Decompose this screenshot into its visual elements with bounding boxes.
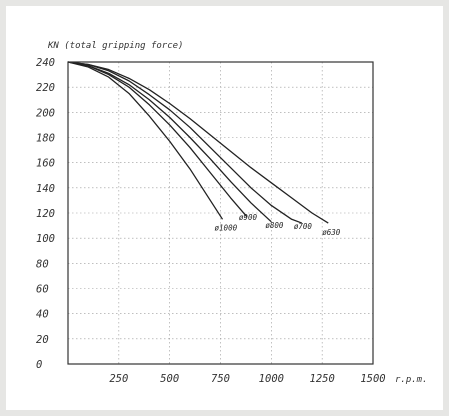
y-tick-label: 200 xyxy=(36,107,55,119)
y-tick-label: 120 xyxy=(36,208,55,220)
series-line xyxy=(67,61,303,224)
plot-frame xyxy=(67,61,374,365)
y-tick-label: 100 xyxy=(36,233,55,245)
grid xyxy=(68,61,374,365)
x-tick-label: 500 xyxy=(160,373,179,385)
y-tick-label: 20 xyxy=(36,334,49,346)
series-label: ø700 xyxy=(294,222,313,231)
series-label: ø900 xyxy=(239,213,258,222)
x-tick-label: 1250 xyxy=(310,373,335,385)
gripping-force-chart: 0 20 40 60 80 100 120 140 160 180 200 220 240 250 500… xyxy=(36,41,428,385)
series-label: ø1000 xyxy=(215,223,238,232)
series-line xyxy=(67,61,329,224)
y-tick-label: 160 xyxy=(36,158,55,170)
series-line xyxy=(67,61,272,223)
series-label: ø630 xyxy=(322,228,341,237)
y-tick-label: 80 xyxy=(36,258,49,270)
x-tick-label: 1000 xyxy=(259,373,284,385)
y-tick-label: 0 xyxy=(36,359,42,371)
y-tick-label: 240 xyxy=(36,57,55,69)
y-tick-label: 180 xyxy=(36,133,55,145)
y-tick-label: 220 xyxy=(36,82,55,94)
series-line xyxy=(67,61,224,220)
y-axis-label: KN (total gripping force) xyxy=(47,41,183,51)
curves xyxy=(67,61,329,224)
y-tick-label: 40 xyxy=(36,309,49,321)
y-tick-label: 60 xyxy=(36,284,49,296)
series-line xyxy=(67,61,248,218)
series-label: ø800 xyxy=(265,221,284,230)
y-axis-ticks: 0 20 40 60 80 100 120 140 160 180 200 220 240 xyxy=(36,57,55,371)
chart-panel: 0 20 40 60 80 100 120 140 160 180 200 220 240 250 500… xyxy=(6,6,443,410)
x-tick-label: 1500 xyxy=(360,373,385,385)
y-tick-label: 140 xyxy=(36,183,55,195)
x-axis-ticks: 250 500 750 1000 1250 1500 xyxy=(109,373,385,385)
x-tick-label: 250 xyxy=(109,373,128,385)
x-axis-label: r.p.m. xyxy=(395,375,428,385)
x-tick-label: 750 xyxy=(211,373,230,385)
